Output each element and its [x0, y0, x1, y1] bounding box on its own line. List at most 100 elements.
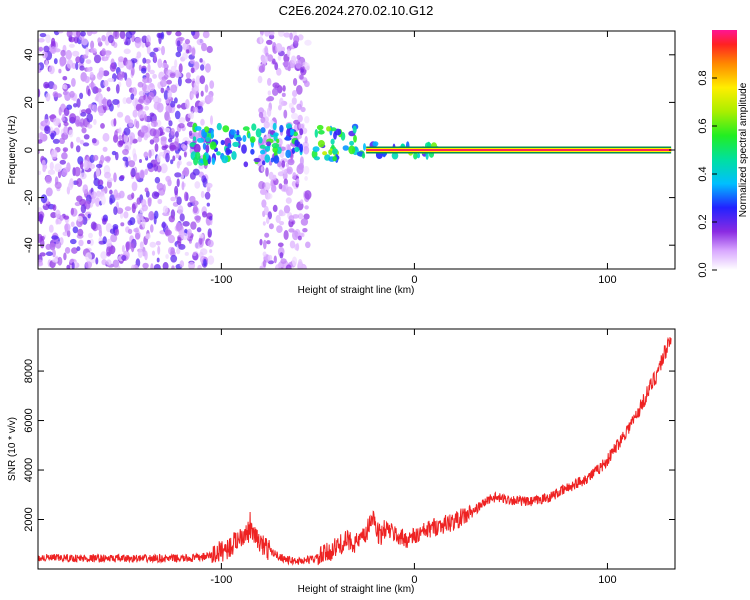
- heatmap-cell: [264, 205, 269, 216]
- heatmap-cell: [298, 264, 306, 269]
- heatmap-cell: [39, 252, 46, 257]
- spectrogram-panel: -100 0 100 -40 -20 0 20 40 Height of straight l…: [7, 30, 676, 296]
- heatmap-cell: [266, 107, 272, 117]
- heatmap-cell: [298, 123, 305, 130]
- heatmap-cell: [184, 140, 188, 145]
- heatmap-cell: [297, 114, 303, 123]
- heatmap-cell: [253, 157, 261, 163]
- heatmap-cell: [166, 79, 172, 85]
- heatmap-cell: [220, 139, 225, 146]
- spectrogram-x-tick-label: -100: [210, 274, 232, 286]
- heatmap-cell: [97, 37, 102, 44]
- heatmap-cell: [85, 261, 93, 269]
- heatmap-cell: [132, 109, 138, 118]
- heatmap-cell: [210, 115, 213, 126]
- heatmap-cell: [70, 207, 74, 216]
- heatmap-cell: [80, 112, 87, 117]
- heatmap-cell: [216, 122, 222, 131]
- heatmap-cell: [141, 204, 148, 212]
- heatmap-cell: [149, 139, 155, 145]
- heatmap-cell: [161, 145, 168, 151]
- heatmap-cell: [260, 127, 266, 134]
- heatmap-cell: [146, 41, 151, 47]
- heatmap-cell: [282, 85, 286, 92]
- heatmap-cell: [203, 154, 207, 164]
- heatmap-cell: [89, 238, 94, 246]
- heatmap-cell: [170, 159, 174, 165]
- heatmap-cell: [138, 64, 142, 72]
- heatmap-cell: [119, 175, 125, 180]
- heatmap-cell: [163, 90, 168, 100]
- heatmap-cell: [153, 210, 159, 219]
- heatmap-cell: [66, 31, 73, 38]
- heatmap-cell: [101, 56, 109, 62]
- heatmap-cell: [286, 166, 293, 175]
- colorbar-ticks: 0.0 0.2 0.4 0.6 0.8: [697, 70, 717, 278]
- heatmap-cell: [106, 238, 112, 248]
- heatmap-cell: [191, 47, 196, 57]
- heatmap-cell: [163, 74, 169, 80]
- heatmap-cell: [83, 134, 90, 140]
- heatmap-cell: [81, 38, 88, 46]
- heatmap-cell: [272, 122, 277, 131]
- heatmap-cell: [139, 241, 144, 249]
- heatmap-cell: [59, 159, 66, 165]
- heatmap-cell: [91, 191, 97, 199]
- heatmap-cell: [85, 46, 89, 57]
- heatmap-cell: [317, 130, 325, 135]
- heatmap-cell: [109, 189, 113, 195]
- heatmap-cell: [251, 123, 257, 131]
- heatmap-cell: [71, 247, 78, 254]
- heatmap-cell: [280, 258, 287, 264]
- heatmap-cell: [75, 145, 81, 153]
- heatmap-cell: [271, 184, 277, 193]
- heatmap-cell: [184, 38, 191, 45]
- snr-frame: [37, 328, 676, 570]
- heatmap-cell: [182, 145, 188, 151]
- heatmap-cell: [77, 215, 83, 222]
- heatmap-cell: [143, 114, 148, 122]
- spectrogram-x-label: Height of straight line (km): [298, 285, 415, 296]
- heatmap-cell: [293, 78, 298, 86]
- heatmap-cell: [144, 168, 148, 176]
- heatmap-cell: [312, 146, 320, 153]
- snr-x-label: Height of straight line (km): [298, 584, 415, 595]
- heatmap-cell: [89, 71, 94, 78]
- heatmap-cell: [52, 91, 59, 98]
- heatmap-cell: [72, 50, 80, 57]
- spectrogram-x-tick-label: 0: [411, 274, 417, 286]
- heatmap-cell: [267, 77, 272, 86]
- heatmap-cell: [196, 38, 204, 46]
- heatmap-cell: [279, 97, 284, 108]
- heatmap-cell: [190, 67, 195, 74]
- heatmap-cell: [137, 109, 145, 119]
- heatmap-cell: [174, 185, 179, 196]
- heatmap-cell: [85, 200, 91, 210]
- heatmap-cell: [62, 84, 68, 90]
- heatmap-cell: [75, 62, 79, 70]
- heatmap-cell: [316, 124, 324, 131]
- heatmap-cell: [106, 251, 111, 257]
- snr-series-line: [38, 336, 672, 566]
- heatmap-cell: [299, 74, 304, 80]
- heatmap-cell: [274, 264, 282, 269]
- heatmap-cell: [87, 88, 91, 97]
- heatmap-cell: [62, 76, 68, 81]
- heatmap-cell: [71, 77, 76, 87]
- heatmap-cell: [273, 255, 277, 264]
- heatmap-cell: [124, 72, 128, 81]
- heatmap-cell: [139, 169, 146, 179]
- heatmap-cell: [138, 90, 146, 97]
- heatmap-cell: [82, 142, 90, 147]
- heatmap-cell: [278, 31, 285, 37]
- heatmap-cell: [285, 264, 292, 269]
- heatmap-cell: [38, 139, 43, 144]
- heatmap-cell: [57, 256, 63, 266]
- snr-y-label: SNR (10 * v/v): [7, 417, 18, 481]
- heatmap-cell: [73, 103, 78, 108]
- heatmap-cell: [109, 228, 116, 234]
- heatmap-cell: [283, 32, 291, 38]
- heatmap-cell: [70, 221, 75, 228]
- heatmap-cell: [292, 230, 299, 241]
- heatmap-cell: [117, 111, 124, 118]
